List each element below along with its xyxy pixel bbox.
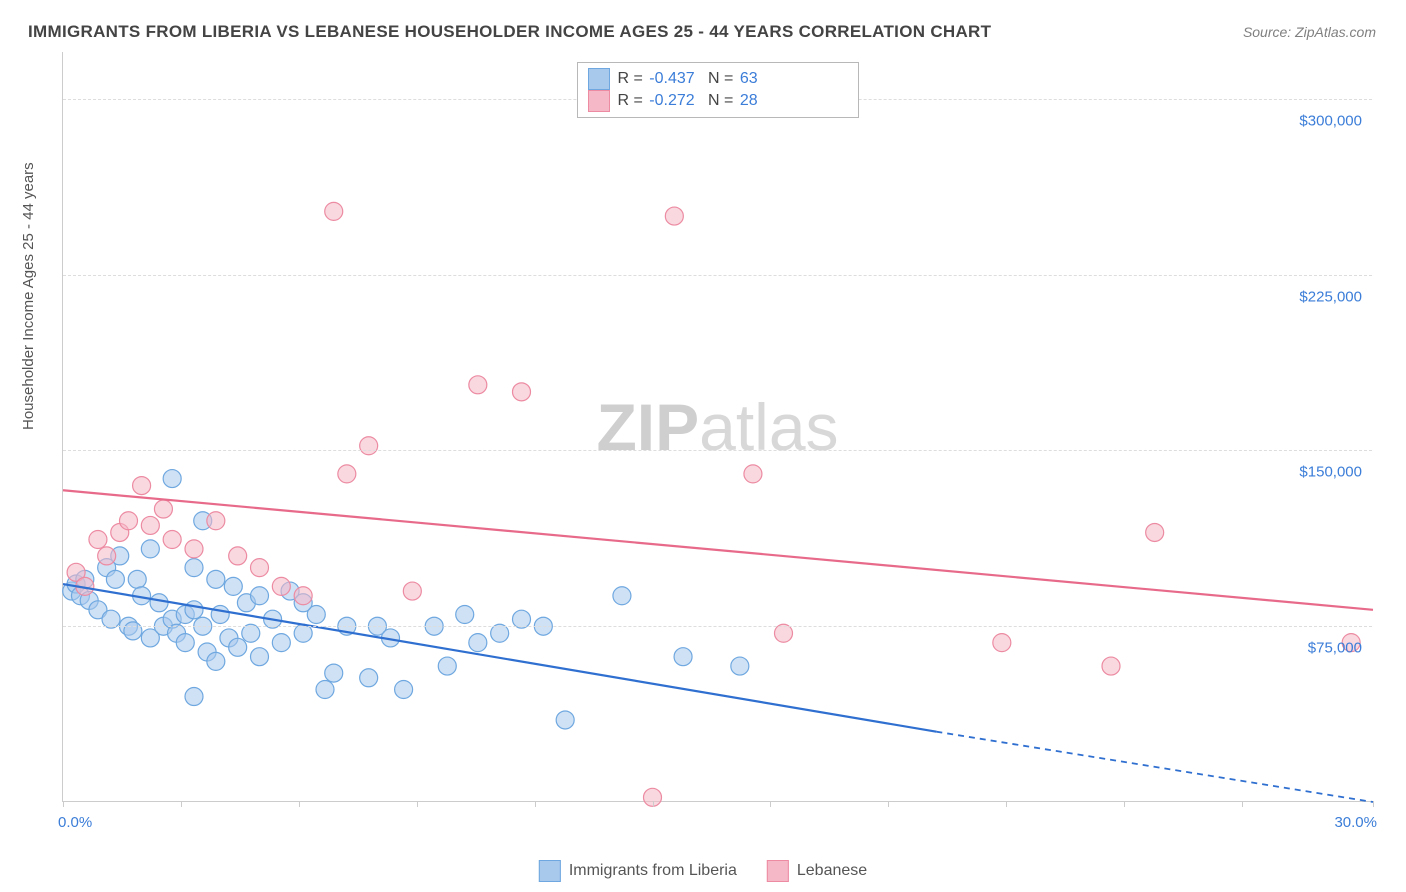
data-point <box>272 634 290 652</box>
data-point <box>229 638 247 656</box>
legend-swatch <box>539 860 561 882</box>
data-point <box>185 540 203 558</box>
x-min-label: 0.0% <box>58 814 92 831</box>
x-tick <box>181 801 182 807</box>
data-point <box>294 587 312 605</box>
x-tick <box>1373 801 1374 807</box>
data-point <box>124 622 142 640</box>
data-point <box>993 634 1011 652</box>
x-tick <box>299 801 300 807</box>
data-point <box>665 207 683 225</box>
data-point <box>185 688 203 706</box>
data-point <box>360 437 378 455</box>
bottom-legend-item: Immigrants from Liberia <box>539 860 737 882</box>
data-point <box>133 477 151 495</box>
chart-title: IMMIGRANTS FROM LIBERIA VS LEBANESE HOUS… <box>28 22 991 42</box>
x-tick <box>1242 801 1243 807</box>
data-point <box>1102 657 1120 675</box>
x-tick <box>1124 801 1125 807</box>
x-tick <box>417 801 418 807</box>
correlation-legend: R = -0.437 N = 63 R = -0.272 N = 28 <box>577 62 859 118</box>
data-point <box>469 634 487 652</box>
data-point <box>150 594 168 612</box>
data-point <box>207 570 225 588</box>
data-point <box>438 657 456 675</box>
x-tick <box>888 801 889 807</box>
data-point <box>395 681 413 699</box>
legend-row: R = -0.272 N = 28 <box>588 90 848 112</box>
data-point <box>224 577 242 595</box>
source-label: Source: ZipAtlas.com <box>1243 24 1376 40</box>
data-point <box>513 383 531 401</box>
legend-label: Immigrants from Liberia <box>569 862 737 880</box>
legend-swatch <box>767 860 789 882</box>
grid-line <box>63 450 1372 451</box>
legend-label: Lebanese <box>797 862 867 880</box>
data-point <box>556 711 574 729</box>
data-point <box>211 606 229 624</box>
legend-text: R = -0.437 N = 63 <box>618 70 758 88</box>
y-axis-label: Householder Income Ages 25 - 44 years <box>20 162 37 430</box>
legend-text: R = -0.272 N = 28 <box>618 92 758 110</box>
data-point <box>674 648 692 666</box>
legend-swatch <box>588 68 610 90</box>
data-point <box>229 547 247 565</box>
data-point <box>106 570 124 588</box>
data-point <box>469 376 487 394</box>
x-tick <box>1006 801 1007 807</box>
trend-line <box>63 584 936 732</box>
data-point <box>141 516 159 534</box>
data-point <box>154 500 172 518</box>
data-point <box>1146 523 1164 541</box>
legend-row: R = -0.437 N = 63 <box>588 68 848 90</box>
x-tick <box>63 801 64 807</box>
data-point <box>251 587 269 605</box>
data-point <box>338 465 356 483</box>
bottom-legend-item: Lebanese <box>767 860 867 882</box>
data-point <box>207 512 225 530</box>
data-point <box>251 648 269 666</box>
data-point <box>185 601 203 619</box>
x-max-label: 30.0% <box>1334 814 1377 831</box>
data-point <box>98 547 116 565</box>
grid-line <box>63 275 1372 276</box>
data-point <box>403 582 421 600</box>
x-tick <box>770 801 771 807</box>
data-point <box>141 540 159 558</box>
data-point <box>360 669 378 687</box>
data-point <box>163 470 181 488</box>
y-tick-label: $150,000 <box>1299 464 1362 481</box>
data-point <box>325 202 343 220</box>
data-point <box>120 512 138 530</box>
bottom-legend: Immigrants from Liberia Lebanese <box>539 860 867 882</box>
legend-swatch <box>588 90 610 112</box>
grid-line <box>63 626 1372 627</box>
data-point <box>89 531 107 549</box>
data-point <box>272 577 290 595</box>
data-point <box>731 657 749 675</box>
data-point <box>251 559 269 577</box>
y-tick-label: $300,000 <box>1299 112 1362 129</box>
data-point <box>456 606 474 624</box>
chart-svg <box>63 52 1372 801</box>
data-point <box>207 652 225 670</box>
data-point <box>176 634 194 652</box>
data-point <box>744 465 762 483</box>
data-point <box>316 681 334 699</box>
data-point <box>128 570 146 588</box>
data-point <box>325 664 343 682</box>
x-tick <box>535 801 536 807</box>
trend-line-extrapolated <box>936 732 1373 802</box>
plot-area: ZIPatlas $75,000$150,000$225,000$300,000… <box>62 52 1372 802</box>
data-point <box>163 531 181 549</box>
y-tick-label: $75,000 <box>1308 640 1362 657</box>
data-point <box>185 559 203 577</box>
x-tick <box>653 801 654 807</box>
data-point <box>613 587 631 605</box>
y-tick-label: $225,000 <box>1299 288 1362 305</box>
